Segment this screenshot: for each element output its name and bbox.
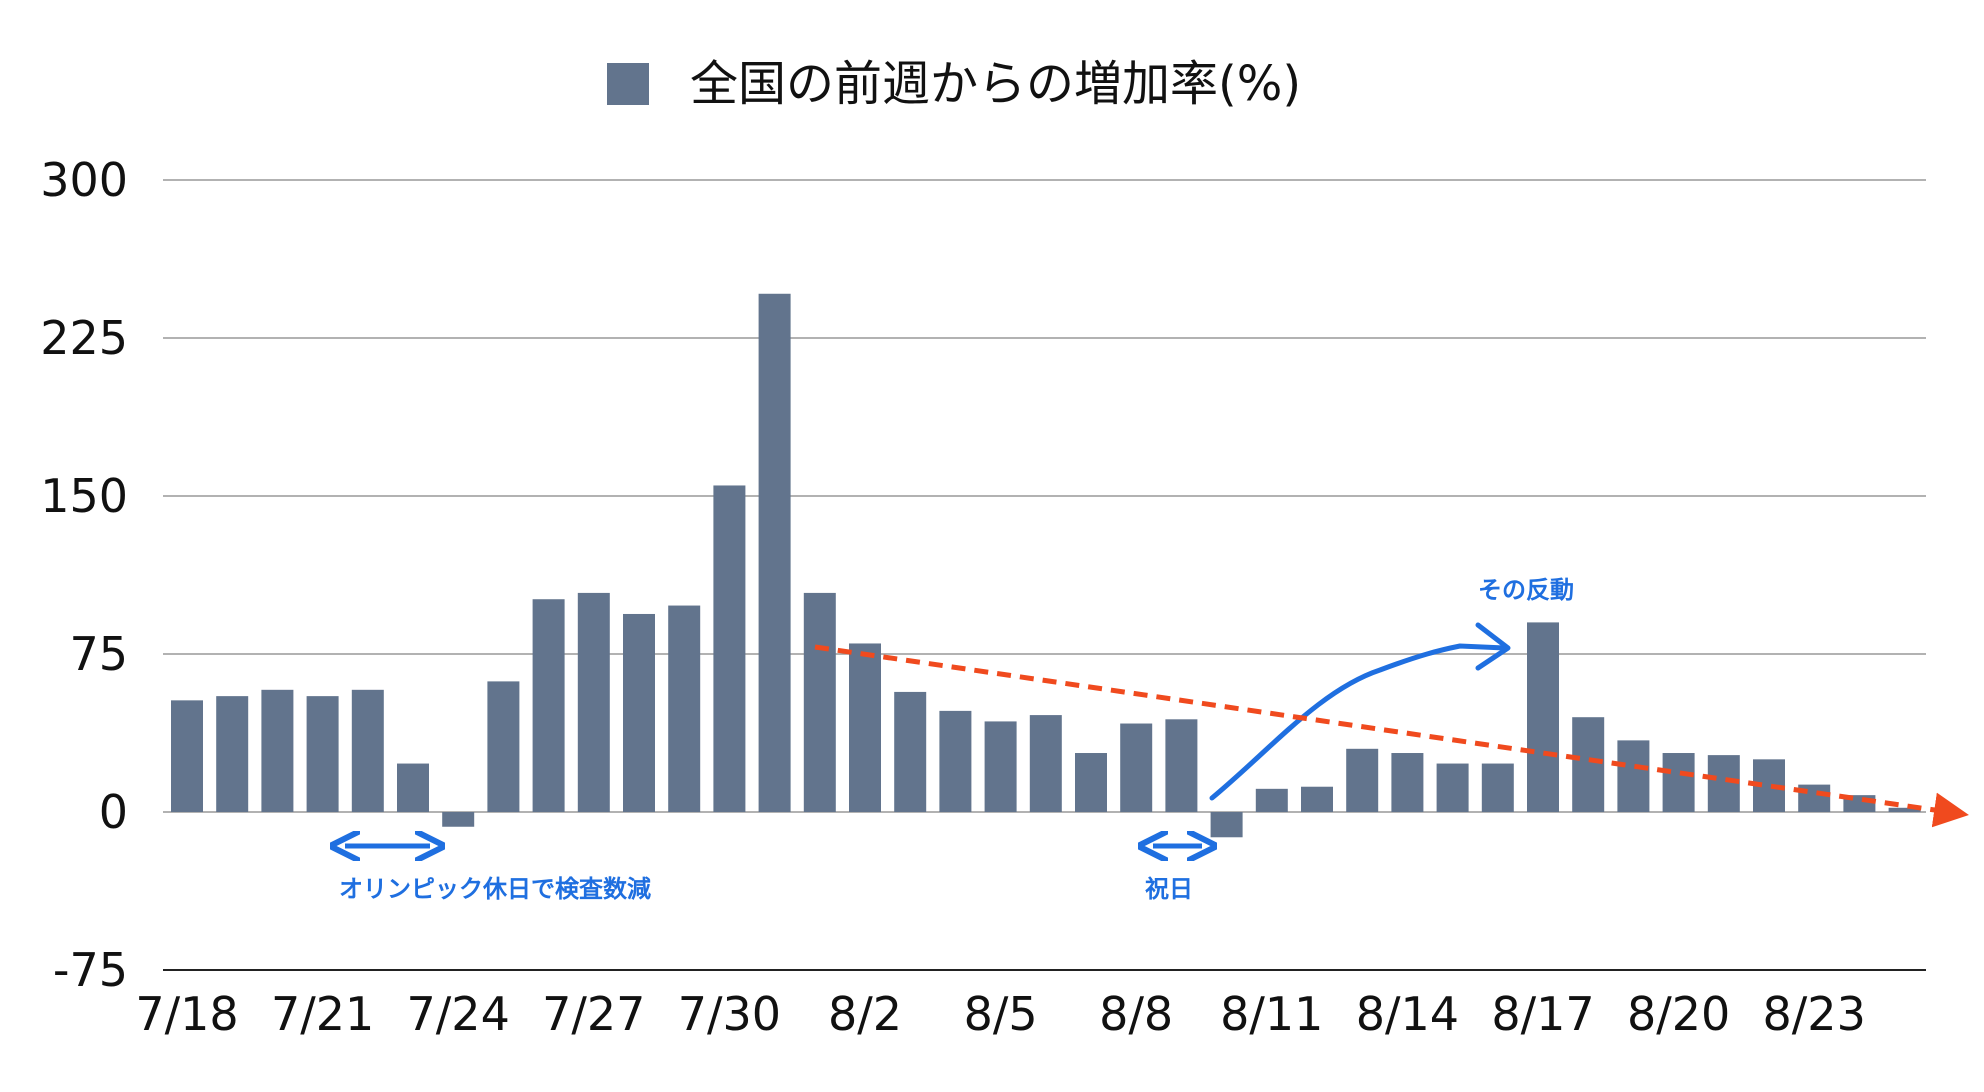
rebound-annotation: その反動 bbox=[1209, 576, 1574, 801]
bar bbox=[1527, 622, 1559, 812]
bars bbox=[171, 293, 1921, 838]
bar bbox=[397, 763, 429, 812]
x-tick-label: 8/14 bbox=[1356, 987, 1459, 1041]
x-tick-label: 7/24 bbox=[407, 987, 510, 1041]
legend-swatch bbox=[607, 63, 649, 105]
trend-arrow-icon bbox=[814, 644, 1969, 828]
y-tick-label: 300 bbox=[40, 153, 128, 207]
bar bbox=[306, 696, 339, 812]
x-tick-label: 7/18 bbox=[135, 987, 238, 1041]
bar bbox=[1481, 763, 1514, 812]
bar bbox=[1391, 753, 1424, 812]
x-tick-label: 8/5 bbox=[964, 987, 1038, 1041]
bar bbox=[1707, 755, 1740, 812]
y-tick-label: 0 bbox=[99, 785, 128, 839]
bar bbox=[939, 710, 972, 812]
x-tick-label: 8/11 bbox=[1220, 987, 1323, 1041]
y-axis-ticks: 300 225 150 75 0 -75 bbox=[40, 153, 128, 997]
bar bbox=[1346, 748, 1379, 812]
y-tick-label: 75 bbox=[69, 627, 128, 681]
x-tick-label: 8/17 bbox=[1491, 987, 1594, 1041]
bar bbox=[1572, 717, 1605, 812]
x-tick-label: 8/8 bbox=[1099, 987, 1173, 1041]
rebound-arrowhead-icon bbox=[1475, 622, 1511, 671]
legend: 全国の前週からの増加率(%) bbox=[607, 56, 1301, 112]
x-tick-label: 8/20 bbox=[1627, 987, 1730, 1041]
bar bbox=[1255, 788, 1288, 812]
bar bbox=[984, 721, 1017, 812]
bar bbox=[758, 293, 791, 812]
rebound-arrow-icon bbox=[1209, 643, 1508, 801]
bar bbox=[849, 643, 881, 812]
bar bbox=[261, 689, 294, 812]
olympic-holiday-note: オリンピック休日で検査数減 bbox=[339, 875, 651, 903]
x-tick-label: 7/21 bbox=[271, 987, 374, 1041]
x-tick-label: 7/30 bbox=[678, 987, 781, 1041]
bar bbox=[1888, 807, 1921, 812]
x-tick-label: 7/27 bbox=[542, 987, 645, 1041]
bar bbox=[577, 592, 610, 812]
y-tick-label: 225 bbox=[40, 311, 128, 365]
bar bbox=[668, 605, 701, 812]
bar bbox=[713, 485, 746, 812]
bar bbox=[803, 592, 836, 812]
y-tick-label: -75 bbox=[53, 943, 128, 997]
bar bbox=[1301, 786, 1333, 812]
x-tick-label: 8/2 bbox=[828, 987, 902, 1041]
holiday-annotation: 祝日 bbox=[1145, 846, 1202, 903]
bar bbox=[1120, 723, 1153, 812]
bar bbox=[623, 613, 655, 812]
bar bbox=[442, 812, 475, 827]
bar bbox=[216, 696, 249, 812]
bar bbox=[351, 689, 384, 812]
bar bbox=[1029, 715, 1062, 812]
downtrend-line bbox=[814, 644, 1969, 828]
x-tick-label: 8/23 bbox=[1763, 987, 1866, 1041]
grid-lines bbox=[163, 179, 1926, 971]
bar bbox=[171, 700, 203, 812]
olympic-holiday-annotation: オリンピック休日で検査数減 bbox=[339, 846, 651, 903]
bar bbox=[1075, 753, 1107, 812]
bar bbox=[894, 691, 927, 812]
y-tick-label: 150 bbox=[40, 469, 128, 523]
bar bbox=[1436, 763, 1469, 812]
rebound-note: その反動 bbox=[1478, 576, 1574, 604]
bar bbox=[1662, 753, 1695, 812]
bar bbox=[1210, 812, 1243, 838]
legend-label: 全国の前週からの増加率(%) bbox=[690, 56, 1301, 112]
bar bbox=[487, 681, 520, 812]
x-axis-ticks: 7/18 7/21 7/24 7/27 7/30 8/2 8/5 8/8 8/11 8/14 8/1… bbox=[135, 987, 1866, 1041]
bar bbox=[532, 599, 565, 812]
holiday-note: 祝日 bbox=[1145, 875, 1193, 903]
bar bbox=[1165, 719, 1198, 812]
bar bbox=[1617, 740, 1650, 812]
